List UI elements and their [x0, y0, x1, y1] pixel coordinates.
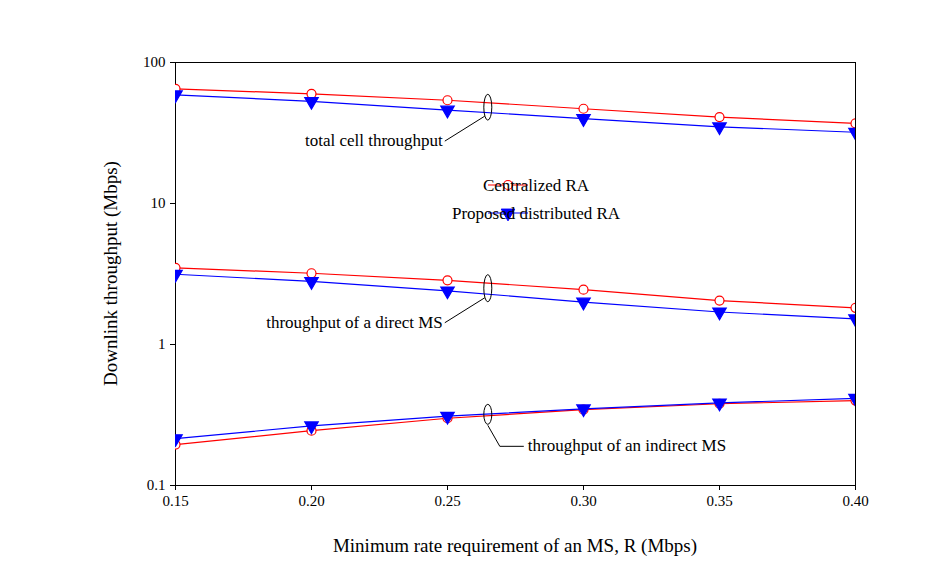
- svg-text:Centralized RA: Centralized RA: [483, 176, 590, 195]
- svg-text:1: 1: [158, 336, 166, 352]
- svg-text:throughput of an indirect MS: throughput of an indirect MS: [528, 436, 726, 455]
- svg-text:0.15: 0.15: [162, 493, 188, 509]
- svg-text:Proposed distributed RA: Proposed distributed RA: [452, 204, 621, 223]
- svg-text:0.20: 0.20: [298, 493, 324, 509]
- svg-text:0.35: 0.35: [706, 493, 732, 509]
- svg-text:0.40: 0.40: [842, 493, 868, 509]
- svg-text:Downlink throughput (Mbps): Downlink throughput (Mbps): [100, 161, 122, 386]
- svg-text:0.1: 0.1: [147, 477, 166, 493]
- svg-text:Minimum rate requirement of an: Minimum rate requirement of an MS, R (Mb…: [333, 535, 697, 557]
- svg-text:total cell throughput: total cell throughput: [305, 131, 443, 150]
- svg-text:0.30: 0.30: [570, 493, 596, 509]
- svg-text:throughput of a direct MS: throughput of a direct MS: [266, 313, 443, 332]
- svg-text:100: 100: [143, 54, 166, 70]
- svg-text:10: 10: [151, 195, 166, 211]
- svg-text:0.25: 0.25: [434, 493, 460, 509]
